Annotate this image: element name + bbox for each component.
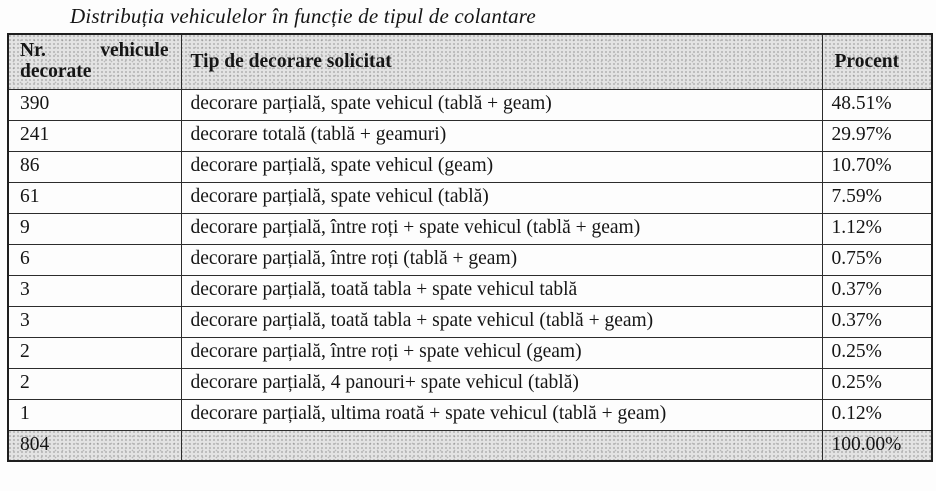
count-cell: 241	[7, 119, 182, 152]
percent-cell: 0.12%	[821, 398, 933, 431]
label-cell: decorare parțială, toată tabla + spate v…	[180, 305, 823, 338]
count-cell: 3	[7, 305, 182, 338]
percent-cell: 7.59%	[821, 181, 933, 214]
count-cell: 9	[7, 212, 182, 245]
label-cell: decorare parțială, între roți + spate ve…	[180, 336, 823, 369]
total-row: 804 100.00%	[7, 429, 933, 462]
total-percent-cell: 100.00%	[821, 429, 933, 462]
count-cell: 2	[7, 367, 182, 400]
percent-cell: 48.51%	[821, 88, 933, 121]
table-row: 6 decorare parțială, între roți (tablă +…	[7, 243, 933, 276]
table-row: 390 decorare parțială, spate vehicul (ta…	[7, 88, 933, 121]
count-cell: 6	[7, 243, 182, 276]
count-cell: 2	[7, 336, 182, 369]
table-row: 3 decorare parțială, toată tabla + spate…	[7, 274, 933, 307]
percent-cell: 0.37%	[821, 274, 933, 307]
count-cell: 61	[7, 181, 182, 214]
label-cell: decorare totală (tablă + geamuri)	[180, 119, 823, 152]
label-cell: decorare parțială, spate vehicul (tablă)	[180, 181, 823, 214]
percent-cell: 0.37%	[821, 305, 933, 338]
count-cell: 3	[7, 274, 182, 307]
label-cell: decorare parțială, spate vehicul (tablă …	[180, 88, 823, 121]
percent-cell: 0.25%	[821, 336, 933, 369]
count-cell: 1	[7, 398, 182, 431]
label-cell: decorare parțială, spate vehicul (geam)	[180, 150, 823, 183]
label-cell: decorare parțială, între roți (tablă + g…	[180, 243, 823, 276]
table-row: 3 decorare parțială, toată tabla + spate…	[7, 305, 933, 338]
table-row: 86 decorare parțială, spate vehicul (gea…	[7, 150, 933, 183]
header-procent: Procent	[821, 33, 933, 90]
count-cell: 86	[7, 150, 182, 183]
table-row: 9 decorare parțială, între roți + spate …	[7, 212, 933, 245]
table-row: 241 decorare totală (tablă + geamuri) 29…	[7, 119, 933, 152]
header-nr-vehicule: Nr. vehicule decorate	[7, 33, 182, 90]
table-row: 1 decorare parțială, ultima roată + spat…	[7, 398, 933, 431]
percent-cell: 29.97%	[821, 119, 933, 152]
label-cell: decorare parțială, 4 panouri+ spate vehi…	[180, 367, 823, 400]
header-row: Nr. vehicule decorate Tip de decorare so…	[7, 33, 933, 90]
table-row: 61 decorare parțială, spate vehicul (tab…	[7, 181, 933, 214]
vehicle-decoration-table: Nr. vehicule decorate Tip de decorare so…	[7, 33, 933, 463]
total-count-cell: 804	[7, 429, 182, 462]
table-row: 2 decorare parțială, între roți + spate …	[7, 336, 933, 369]
label-cell: decorare parțială, ultima roată + spate …	[180, 398, 823, 431]
total-empty-cell	[180, 429, 823, 462]
percent-cell: 1.12%	[821, 212, 933, 245]
header-tip-decorare: Tip de decorare solicitat	[180, 33, 823, 90]
percent-cell: 0.25%	[821, 367, 933, 400]
count-cell: 390	[7, 88, 182, 121]
table-row: 2 decorare parțială, 4 panouri+ spate ve…	[7, 367, 933, 400]
percent-cell: 0.75%	[821, 243, 933, 276]
label-cell: decorare parțială, între roți + spate ve…	[180, 212, 823, 245]
percent-cell: 10.70%	[821, 150, 933, 183]
label-cell: decorare parțială, toată tabla + spate v…	[180, 274, 823, 307]
table-caption: Distribuția vehiculelor în funcție de ti…	[70, 4, 536, 28]
